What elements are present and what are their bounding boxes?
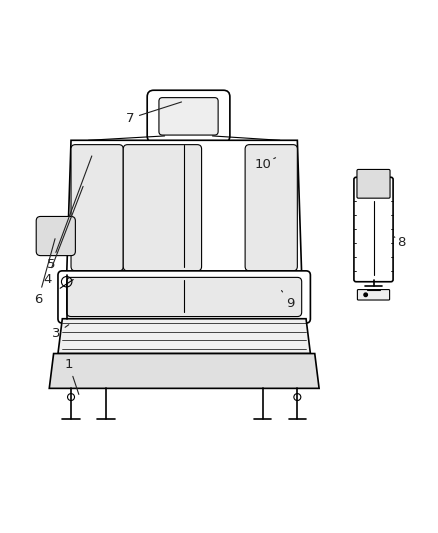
FancyBboxPatch shape (123, 144, 201, 271)
FancyBboxPatch shape (357, 169, 390, 198)
FancyBboxPatch shape (67, 277, 302, 317)
Text: 7: 7 (126, 102, 181, 125)
Polygon shape (49, 353, 319, 389)
Text: 10: 10 (254, 158, 276, 171)
Text: 6: 6 (34, 239, 55, 305)
Text: 8: 8 (393, 236, 406, 249)
Polygon shape (67, 140, 302, 275)
FancyBboxPatch shape (58, 271, 311, 323)
FancyBboxPatch shape (159, 98, 218, 135)
FancyBboxPatch shape (36, 216, 75, 256)
FancyBboxPatch shape (354, 177, 393, 282)
Text: 5: 5 (47, 156, 92, 271)
FancyBboxPatch shape (71, 144, 123, 271)
FancyBboxPatch shape (357, 289, 390, 300)
Text: 3: 3 (52, 325, 69, 341)
Polygon shape (58, 319, 311, 353)
Circle shape (364, 293, 367, 296)
FancyBboxPatch shape (245, 144, 297, 271)
Text: 4: 4 (43, 187, 83, 286)
Text: 9: 9 (282, 290, 295, 310)
Text: 1: 1 (64, 358, 79, 394)
FancyBboxPatch shape (147, 90, 230, 142)
